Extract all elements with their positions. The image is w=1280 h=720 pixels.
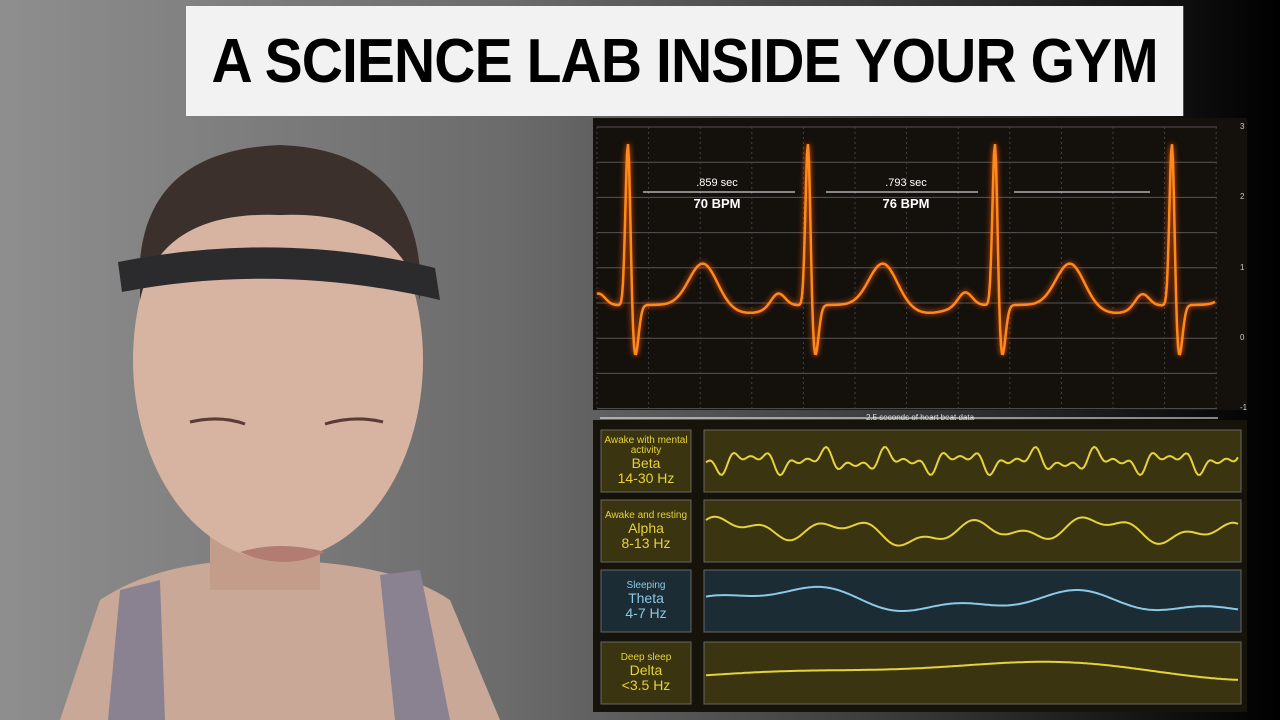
eeg-wave-box (703, 499, 1242, 563)
y-tick-label: -1 (1240, 403, 1248, 413)
eeg-state: Awake with mental activity (604, 435, 688, 456)
eeg-state: Sleeping (626, 580, 666, 591)
eeg-waves (600, 429, 1242, 705)
interval-rate: 76 BPM (882, 196, 930, 211)
eeg-range: <3.5 Hz (621, 677, 671, 693)
eeg-wave (705, 660, 1239, 681)
interval-arrows (600, 191, 1218, 419)
eeg-label: Sleeping Theta 4-7 Hz (601, 570, 691, 632)
eeg-range: 14-30 Hz (617, 470, 675, 486)
eeg-band: Theta (628, 590, 664, 606)
ecg-trace (596, 143, 1216, 356)
eeg-label-box (600, 499, 692, 563)
eeg-label: Deep sleep Delta <3.5 Hz (601, 642, 691, 704)
eeg-range: 4-7 Hz (625, 605, 667, 621)
eeg-wave (705, 585, 1239, 612)
eeg-state: Awake and resting (604, 510, 688, 521)
eeg-wave-box (703, 569, 1242, 633)
eeg-wave (705, 515, 1239, 547)
interval-rate: 70 BPM (693, 196, 741, 211)
interval-time: .859 sec (696, 177, 738, 189)
eeg-wave-box (703, 429, 1242, 493)
eeg-label-box (600, 569, 692, 633)
y-tick-label: 1 (1240, 262, 1245, 272)
person (60, 145, 500, 720)
eeg-wave (705, 445, 1239, 477)
eeg-band: Beta (631, 455, 661, 471)
ecg-caption: 2.5 seconds of heart beat data (865, 413, 975, 422)
y-tick-label: 2 (1240, 192, 1245, 202)
eeg-band: Delta (629, 662, 663, 678)
eeg-label-box (600, 429, 692, 493)
title: A SCIENCE LAB INSIDE YOUR GYM (186, 6, 1184, 116)
eeg-state: Deep sleep (620, 652, 672, 663)
interval-time: .793 sec (885, 177, 927, 189)
eeg-range: 8-13 Hz (621, 535, 671, 551)
eeg-label-box (600, 641, 692, 705)
ecg-grid (596, 126, 1217, 410)
y-tick-label: 3 (1240, 122, 1245, 131)
eeg-label: Awake with mental activity Beta 14-30 Hz (601, 430, 691, 492)
y-tick-label: 0 (1240, 332, 1245, 342)
eeg-band: Alpha (628, 520, 664, 536)
eeg-label: Awake and resting Alpha 8-13 Hz (601, 500, 691, 562)
eeg-wave-box (703, 641, 1242, 705)
